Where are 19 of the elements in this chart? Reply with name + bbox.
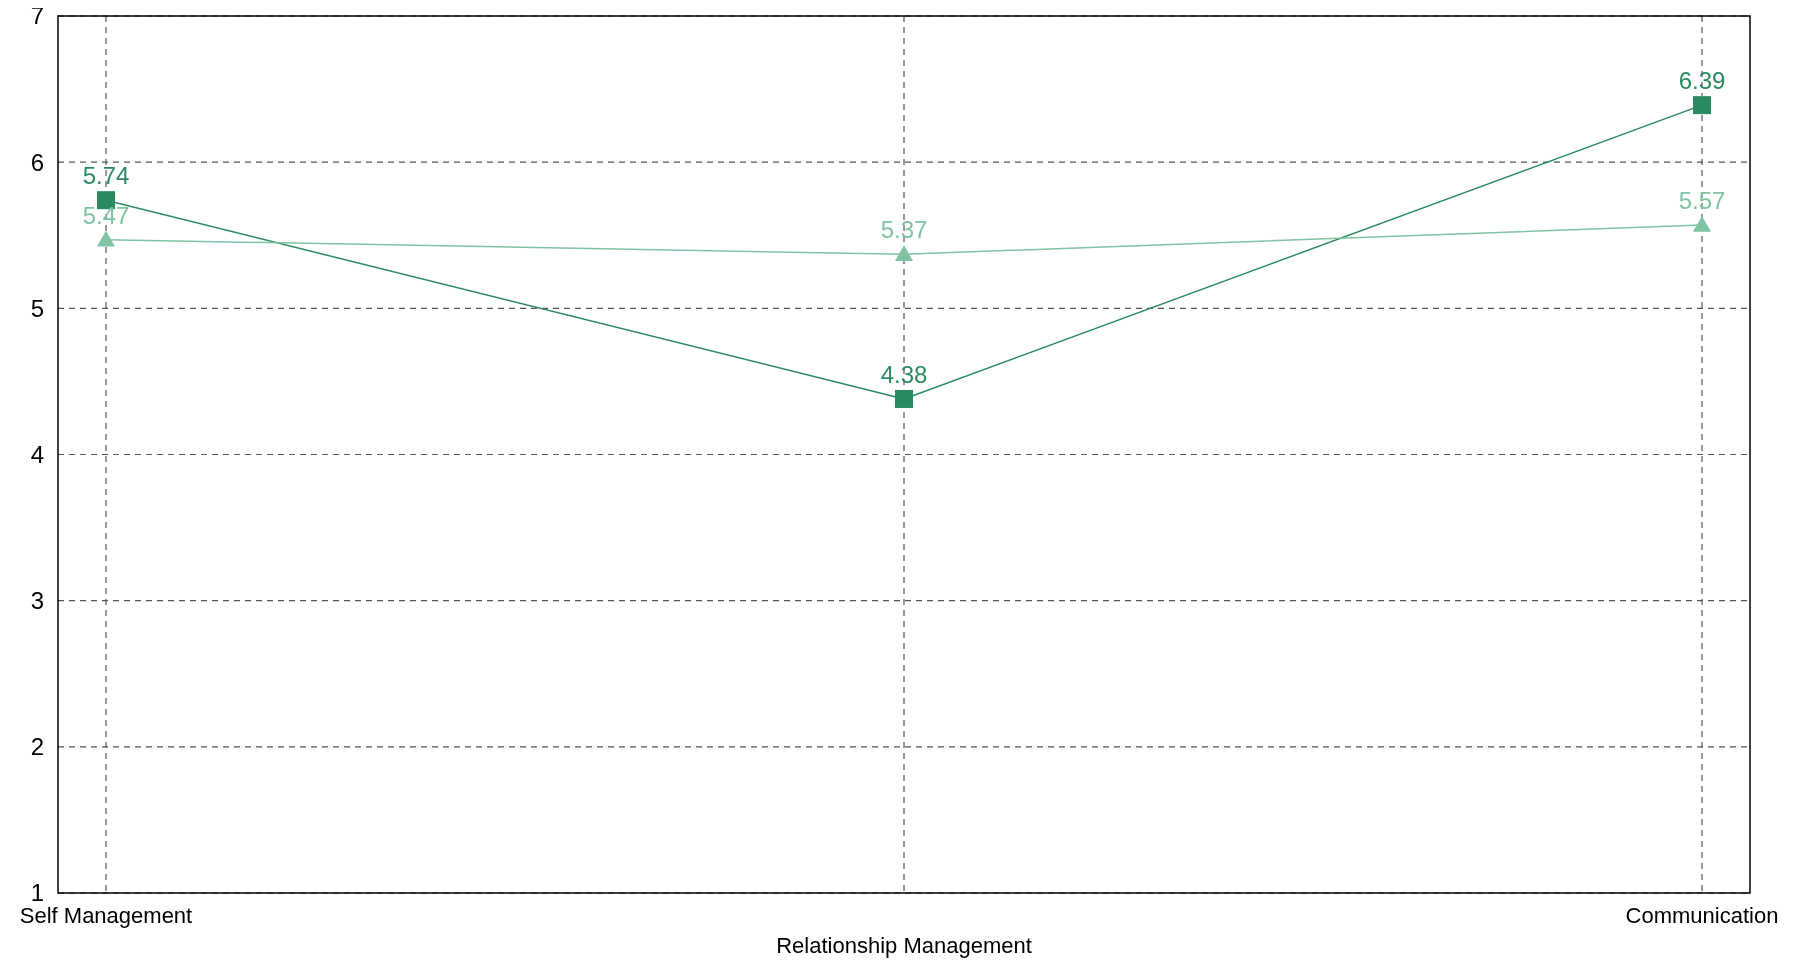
point bbox=[895, 389, 913, 408]
data-label: 5.74 bbox=[82, 162, 130, 190]
data-label: 5.57 bbox=[1678, 187, 1726, 215]
x-tick-label: Communication bbox=[1625, 902, 1779, 928]
y-tick-label: 6 bbox=[30, 148, 44, 176]
point bbox=[1693, 96, 1711, 115]
y-tick-label: 7 bbox=[30, 2, 44, 30]
y-tick-label: 2 bbox=[30, 733, 44, 761]
point bbox=[1693, 216, 1711, 232]
y-tick-label: 5 bbox=[30, 294, 44, 322]
x-tick-label: Relationship Management bbox=[776, 932, 1032, 958]
y-tick-label: 3 bbox=[30, 587, 44, 615]
data-label: 4.38 bbox=[880, 360, 928, 388]
data-label: 5.37 bbox=[880, 216, 928, 244]
point bbox=[895, 245, 913, 261]
y-tick-label: 4 bbox=[30, 440, 44, 468]
data-label: 6.39 bbox=[1678, 67, 1726, 95]
data-label: 5.47 bbox=[82, 201, 130, 229]
point bbox=[97, 230, 115, 247]
